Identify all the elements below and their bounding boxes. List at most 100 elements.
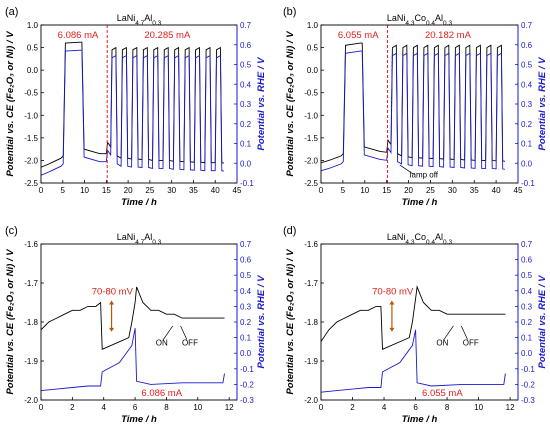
y2-axis-label: Potential vs. RHE / V: [537, 57, 548, 151]
x-tick-label: 12: [225, 403, 234, 412]
panel-tag: (b): [283, 6, 296, 18]
y2-tick-label: 0.6: [240, 256, 252, 265]
y2-tick-label: -0.1: [521, 365, 535, 374]
lamp-off-pointer: [399, 164, 414, 175]
y2-tick-label: -0.1: [240, 179, 254, 188]
amplitude-arrowhead-up: [109, 300, 115, 305]
x-tick-label: 4: [101, 403, 106, 412]
title-part: 0.4: [426, 239, 435, 246]
y-tick-label: 0.5: [307, 44, 319, 53]
x-tick-label: 20: [124, 186, 133, 195]
series-line-rhe: [321, 50, 505, 172]
title-part: LaNi: [387, 232, 406, 242]
title-part: Al: [144, 232, 152, 242]
y2-tick-label: 0.1: [521, 140, 533, 149]
y-tick-label: 1.0: [307, 21, 319, 30]
y-tick-label: -2.5: [304, 179, 318, 188]
x-tick-label: 10: [360, 186, 369, 195]
title-part: Al: [435, 232, 443, 242]
x-tick-label: 40: [492, 186, 501, 195]
x-tick-label: 35: [470, 186, 479, 195]
x-tick-label: 10: [193, 403, 202, 412]
y2-tick-label: 0.0: [521, 159, 533, 168]
y-tick-label: 0.5: [27, 44, 39, 53]
y2-tick-label: 0.5: [240, 271, 252, 280]
y2-tick-label: 0.7: [240, 240, 252, 249]
panel-title: LaNi4.7Al0.3: [117, 13, 162, 27]
y2-tick-label: -0.3: [521, 396, 535, 405]
y-tick-label: -2.5: [24, 179, 38, 188]
off-pointer: [180, 325, 188, 340]
amplitude-arrowhead-down: [389, 327, 395, 332]
plot-area: [321, 42, 505, 172]
x-tick-label: 25: [426, 186, 435, 195]
y2-tick-label: 0.3: [240, 302, 252, 311]
y-tick-label: -1.0: [24, 111, 38, 120]
y-axis-label: Potential vs. CE (Fe₂O₃ or Ni) / V: [285, 249, 296, 395]
y-tick-label: 0.0: [27, 66, 39, 75]
y-tick-label: -1.8: [24, 318, 38, 327]
y2-tick-label: 0.1: [240, 140, 252, 149]
x-tick-label: 0: [39, 403, 44, 412]
y-axis-label: Potential vs. CE (Fe₂O₃ or Ni) / V: [5, 31, 16, 177]
y-tick-label: -2.0: [304, 156, 318, 165]
current-label: 6.055 mA: [422, 388, 463, 399]
series-line-rhe: [41, 49, 224, 176]
y-axis-label: Potential vs. CE (Fe₂O₃ or Ni) / V: [285, 31, 296, 177]
x-tick-label: 20: [404, 186, 413, 195]
y2-tick-label: 0.0: [521, 349, 533, 358]
y-tick-label: -1.9: [304, 357, 318, 366]
y-tick-label: -2.0: [24, 396, 38, 405]
amplitude-arrowhead-up: [389, 300, 395, 305]
plot-frame: [320, 243, 519, 401]
title-part: 0.3: [443, 239, 452, 246]
panel-tag: (c): [5, 225, 18, 237]
title-part: Co: [414, 13, 426, 23]
y2-tick-label: 0.3: [521, 100, 533, 109]
series-line: [41, 286, 225, 350]
y2-tick-label: 0.5: [521, 61, 533, 70]
title-part: 4.7: [135, 239, 144, 246]
x-tick-label: 0: [319, 403, 324, 412]
on-pointer: [443, 325, 454, 340]
x-tick-label: 10: [80, 186, 89, 195]
x-tick-label: 0: [319, 186, 324, 195]
y2-tick-label: -0.2: [240, 380, 254, 389]
y2-tick-label: 0.1: [521, 334, 533, 343]
y2-tick-label: 0.2: [521, 318, 533, 327]
panel-b: (b) LaNi4.3Co0.4Al0.3-2.5-2.0-1.5-1.0-0.5…: [283, 6, 548, 208]
y2-tick-label: 0.4: [240, 287, 252, 296]
y2-axis-label: Potential vs. RHE / V: [256, 275, 267, 369]
x-tick-label: 35: [189, 186, 198, 195]
x-axis-label: Time / h: [402, 414, 438, 425]
x-axis-label: Time / h: [121, 414, 157, 425]
x-tick-label: 10: [474, 403, 483, 412]
y-tick-label: -0.5: [24, 89, 38, 98]
title-part: LaNi: [387, 13, 406, 23]
panel-c: (c) LaNi4.7Al0.3-2.0-1.9-1.8-1.7-1.6-0.3-…: [5, 225, 267, 425]
y2-axis-label: Potential vs. RHE / V: [256, 57, 267, 151]
title-part: 0.3: [443, 20, 452, 27]
panel-a: (a) LaNi4.7Al0.3-2.5-2.0-1.5-1.0-0.50.00.…: [5, 6, 267, 208]
title-part: Co: [414, 232, 426, 242]
y-tick-label: -1.0: [304, 111, 318, 120]
panel-title: LaNi4.3Co0.4Al0.3: [387, 13, 453, 27]
amplitude-label: 70-80 mV: [372, 287, 414, 298]
y-tick-label: -1.5: [304, 134, 318, 143]
title-part: 0.4: [426, 20, 435, 27]
current-label-2: 20.182 mA: [425, 30, 472, 41]
plot-area: [41, 41, 224, 176]
title-part: LaNi: [117, 13, 136, 23]
y2-tick-label: 0.6: [521, 41, 533, 50]
x-tick-label: 0: [39, 186, 44, 195]
x-tick-label: 8: [445, 403, 450, 412]
y2-tick-label: 0.6: [521, 256, 533, 265]
x-tick-label: 15: [382, 186, 391, 195]
series-line: [321, 285, 506, 350]
x-axis-label: Time / h: [121, 197, 157, 208]
x-tick-label: 5: [341, 186, 346, 195]
y2-axis-label: Potential vs. RHE / V: [537, 275, 548, 369]
y2-tick-label: 0.4: [521, 287, 533, 296]
y2-tick-label: 0.0: [240, 349, 252, 358]
